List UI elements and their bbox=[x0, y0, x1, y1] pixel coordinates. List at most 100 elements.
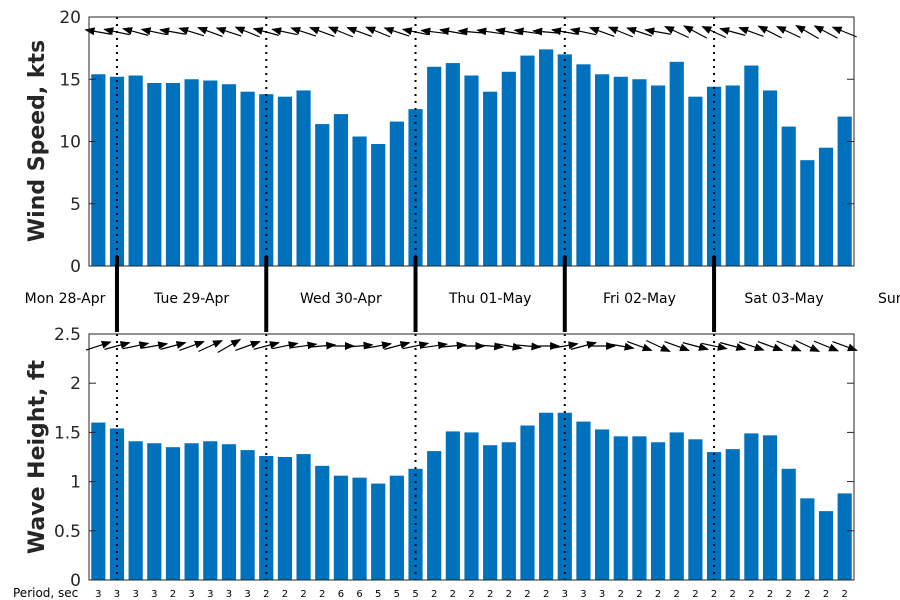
wave-bar bbox=[613, 436, 628, 580]
wind-bar bbox=[539, 49, 554, 267]
period-value: 2 bbox=[506, 589, 512, 600]
wave-direction-arrow bbox=[720, 342, 747, 351]
period-value: 2 bbox=[170, 589, 176, 600]
period-value: 6 bbox=[356, 589, 362, 600]
period-row: Period, sec 3 3 3 3 2 3 3 3 3 2 2 2 2 6 6 5 5 5 2 2 2 2 2 2 2 3 3 3… bbox=[13, 586, 848, 600]
wind-direction-arrow bbox=[346, 26, 372, 38]
period-value: 2 bbox=[487, 589, 493, 600]
wave-bar bbox=[651, 442, 666, 580]
wind-bar bbox=[501, 71, 516, 266]
wave-direction-arrow bbox=[160, 341, 187, 350]
wave-bar bbox=[203, 441, 218, 580]
wind-direction-arrow bbox=[215, 26, 242, 37]
wind-y-axis: 0 5 10 15 20 bbox=[59, 8, 854, 277]
wind-direction-arrow bbox=[626, 26, 652, 37]
wave-direction-arrow bbox=[646, 339, 671, 353]
period-value: 2 bbox=[841, 589, 847, 600]
wave-bar bbox=[315, 465, 330, 580]
period-value: 2 bbox=[655, 589, 661, 600]
period-value: 3 bbox=[599, 589, 605, 600]
period-value: 3 bbox=[95, 589, 101, 600]
wind-direction-arrow bbox=[607, 26, 634, 38]
wind-direction-arrow bbox=[234, 26, 260, 38]
wave-direction-arrow bbox=[272, 341, 299, 350]
wind-y-axis-label: Wind Speed, kts bbox=[25, 40, 50, 242]
wave-bars bbox=[91, 412, 852, 580]
wave-y-tick-label: 2 bbox=[70, 374, 81, 394]
wind-direction-arrow bbox=[664, 25, 689, 39]
day-strip: Mon 28-Apr Tue 29-Apr Wed 30-Apr Thu 01-May… bbox=[25, 256, 900, 332]
wave-direction-arrow bbox=[682, 342, 709, 351]
wave-y-axis-label: Wave Height, ft bbox=[25, 359, 50, 554]
wind-direction-arrow bbox=[271, 27, 298, 36]
period-value: 3 bbox=[244, 589, 250, 600]
wave-direction-arrow bbox=[439, 341, 467, 350]
wind-bar bbox=[800, 160, 815, 266]
wave-bar bbox=[800, 498, 815, 580]
period-value: 2 bbox=[300, 589, 306, 600]
wave-direction-arrow bbox=[104, 341, 131, 350]
wind-bar bbox=[165, 82, 181, 267]
wind-bar bbox=[781, 126, 796, 266]
wind-bar bbox=[818, 147, 834, 266]
wind-bar bbox=[203, 80, 218, 266]
wave-bar bbox=[595, 429, 610, 580]
wind-direction-arrow bbox=[365, 26, 391, 38]
wind-direction-arrow bbox=[290, 26, 317, 37]
period-value: 5 bbox=[394, 589, 400, 600]
wind-direction-arrow bbox=[383, 26, 410, 37]
period-value: 2 bbox=[524, 589, 530, 600]
wind-direction-arrow bbox=[776, 25, 801, 39]
wave-direction-arrow bbox=[217, 338, 242, 354]
wind-bar bbox=[427, 66, 442, 266]
wave-direction-arrow bbox=[346, 341, 374, 350]
period-value: 3 bbox=[132, 589, 138, 600]
wave-day-dividers bbox=[115, 334, 716, 580]
wind-bar bbox=[688, 96, 703, 267]
wave-direction-arrow bbox=[290, 341, 318, 350]
period-value: 3 bbox=[580, 589, 586, 600]
wind-direction-arrow bbox=[738, 26, 764, 38]
wave-bar bbox=[483, 445, 498, 580]
wave-direction-arrow bbox=[198, 339, 223, 353]
period-title: Period, sec bbox=[13, 586, 78, 600]
period-value: 2 bbox=[823, 589, 829, 600]
wind-bar bbox=[91, 74, 106, 267]
wave-direction-arrow bbox=[421, 341, 449, 350]
wind-bar bbox=[277, 96, 292, 267]
wave-bar bbox=[259, 456, 274, 580]
wave-direction-arrow bbox=[235, 340, 261, 352]
wave-direction-arrow bbox=[570, 341, 597, 350]
wave-bar bbox=[240, 450, 255, 580]
period-value: 2 bbox=[730, 589, 736, 600]
wave-bar bbox=[520, 425, 535, 580]
wind-bars bbox=[91, 49, 852, 267]
wave-y-tick-label: 0 bbox=[70, 571, 81, 591]
period-value: 2 bbox=[618, 589, 624, 600]
wave-direction-arrow bbox=[141, 341, 169, 350]
wind-direction-arrow bbox=[683, 25, 708, 39]
wind-bar bbox=[632, 79, 647, 266]
wave-y-tick-label: 2.5 bbox=[54, 325, 81, 345]
period-value: 2 bbox=[804, 589, 810, 600]
period-value: 2 bbox=[636, 589, 642, 600]
period-value: 2 bbox=[468, 589, 474, 600]
period-value: 5 bbox=[412, 589, 418, 600]
wind-bar bbox=[725, 85, 740, 266]
day-label: Thu 01-May bbox=[448, 291, 532, 307]
wave-bar bbox=[91, 422, 106, 580]
wind-bar bbox=[669, 61, 684, 266]
wave-bar bbox=[632, 436, 647, 580]
wind-bar bbox=[744, 65, 759, 266]
wave-direction-arrow bbox=[757, 340, 784, 352]
period-value: 2 bbox=[692, 589, 698, 600]
period-value: 6 bbox=[338, 589, 344, 600]
wind-speed-panel: 0 5 10 15 20 Wind Speed, kts bbox=[25, 8, 857, 277]
wave-bar bbox=[184, 443, 199, 580]
wind-bar bbox=[837, 116, 852, 266]
wave-direction-arrows bbox=[85, 338, 858, 354]
wave-bar bbox=[669, 432, 684, 580]
wave-direction-arrow bbox=[551, 341, 579, 350]
wave-bar bbox=[762, 435, 778, 580]
